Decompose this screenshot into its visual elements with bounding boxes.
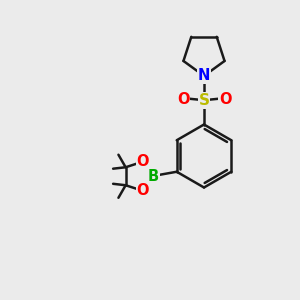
Text: N: N <box>198 68 210 83</box>
Text: O: O <box>219 92 231 106</box>
Text: S: S <box>199 93 209 108</box>
Text: N: N <box>198 68 210 83</box>
Text: B: B <box>148 169 159 184</box>
Text: B: B <box>148 169 159 184</box>
Text: O: O <box>177 92 189 106</box>
Text: O: O <box>136 154 149 169</box>
Text: O: O <box>136 183 149 198</box>
